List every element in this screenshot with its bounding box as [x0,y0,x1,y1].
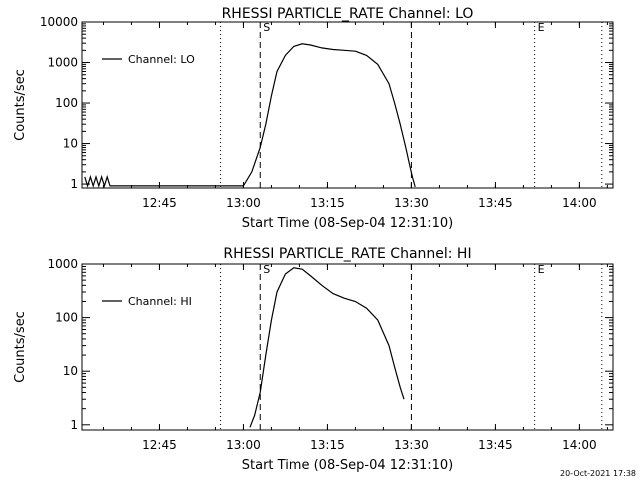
x-tick-label: 13:15 [310,438,345,452]
x-tick-label: 12:45 [142,196,177,210]
y-tick-label: 1000 [47,56,78,70]
x-tick-label: 13:30 [394,438,429,452]
marker-label: E [538,263,545,276]
y-tick-label: 1000 [47,257,78,271]
marker-label: E [538,21,545,34]
y-tick-label: 10 [63,364,78,378]
y-axis-label: Counts/sec [13,311,28,383]
y-tick-label: 10 [63,137,78,151]
x-tick-label: 13:15 [310,196,345,210]
x-tick-label: 14:00 [562,196,597,210]
series-line [84,43,416,188]
marker-label: S [263,21,270,34]
x-tick-label: 13:45 [478,196,513,210]
plot-frame [81,21,614,189]
y-tick-label: 100 [55,311,78,325]
x-tick-label: 13:00 [226,438,261,452]
x-tick-label: 13:00 [226,196,261,210]
plot-frame [81,263,614,431]
y-axis-label: Counts/sec [13,69,28,141]
series-line [249,267,405,428]
x-axis-label: Start Time (08-Sep-04 12:31:10) [242,458,453,473]
y-tick-label: 100 [55,96,78,110]
legend-label: Channel: LO [128,53,195,66]
x-tick-label: 14:00 [562,438,597,452]
timestamp: 20-Oct-2021 17:38 [560,469,636,478]
x-tick-label: 13:45 [478,438,513,452]
marker-label: S [263,263,270,276]
chart-title: RHESSI PARTICLE_RATE Channel: LO [222,6,474,22]
chart-title: RHESSI PARTICLE_RATE Channel: HI [223,246,471,262]
x-tick-label: 13:30 [394,196,429,210]
x-axis-label: Start Time (08-Sep-04 12:31:10) [242,216,453,231]
legend-label: Channel: HI [128,295,192,308]
y-tick-label: 10000 [40,15,78,29]
y-tick-label: 1 [70,177,78,191]
x-tick-label: 12:45 [142,438,177,452]
y-tick-label: 1 [70,418,78,432]
